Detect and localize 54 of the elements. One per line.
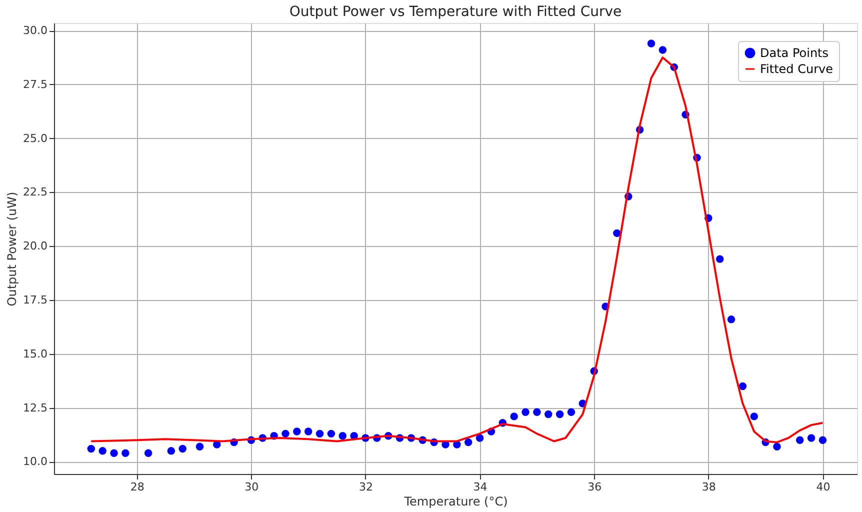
point [773,442,781,450]
point [510,412,518,420]
point [178,444,186,453]
point [647,40,656,48]
x-tick-label: 40 [816,480,830,494]
point [304,428,312,436]
x-tick-label: 30 [244,480,259,494]
point [807,434,816,442]
point [316,430,324,438]
point [738,382,747,390]
y-tick-label: 10.0 [23,455,48,468]
point [110,449,118,457]
point [613,229,621,238]
point [464,438,472,446]
x-tick-label: 32 [358,480,373,494]
y-axis-title: Output Power (uW) [5,192,20,306]
point [522,408,530,416]
y-tick-label: 25.0 [23,132,48,145]
point [716,255,724,263]
point [727,316,736,324]
point [567,408,576,416]
y-tick-label: 12.5 [23,401,48,414]
point [144,449,152,457]
point [327,430,336,438]
chart-title: Output Power vs Temperature with Fitted Curve [289,4,622,20]
y-tick-label: 17.5 [23,294,48,307]
point [658,46,667,54]
point [476,434,484,442]
y-tick-label: 20.0 [23,240,48,253]
point [338,432,346,440]
point [556,410,564,418]
legend-label: Data Points [760,46,829,60]
point [87,444,96,453]
point [98,447,106,455]
y-tick-label: 27.5 [23,78,48,91]
point [796,436,804,444]
point [818,436,827,444]
legend-label: Fitted Curve [760,62,833,76]
point [282,430,290,438]
x-tick-label: 36 [588,480,602,494]
x-tick-label: 38 [702,480,716,494]
y-tick-label: 15.0 [23,347,48,360]
x-axis-title: Temperature (°C) [403,494,508,508]
x-tick-label: 28 [130,480,144,494]
point [122,449,130,457]
y-tick-label: 22.5 [23,186,48,199]
point [533,408,541,416]
point [544,410,552,418]
y-tick-label: 30.0 [23,24,48,38]
x-tick-label: 34 [473,480,488,494]
point [750,412,758,420]
point [293,428,301,436]
point [196,442,204,450]
point [167,447,176,455]
